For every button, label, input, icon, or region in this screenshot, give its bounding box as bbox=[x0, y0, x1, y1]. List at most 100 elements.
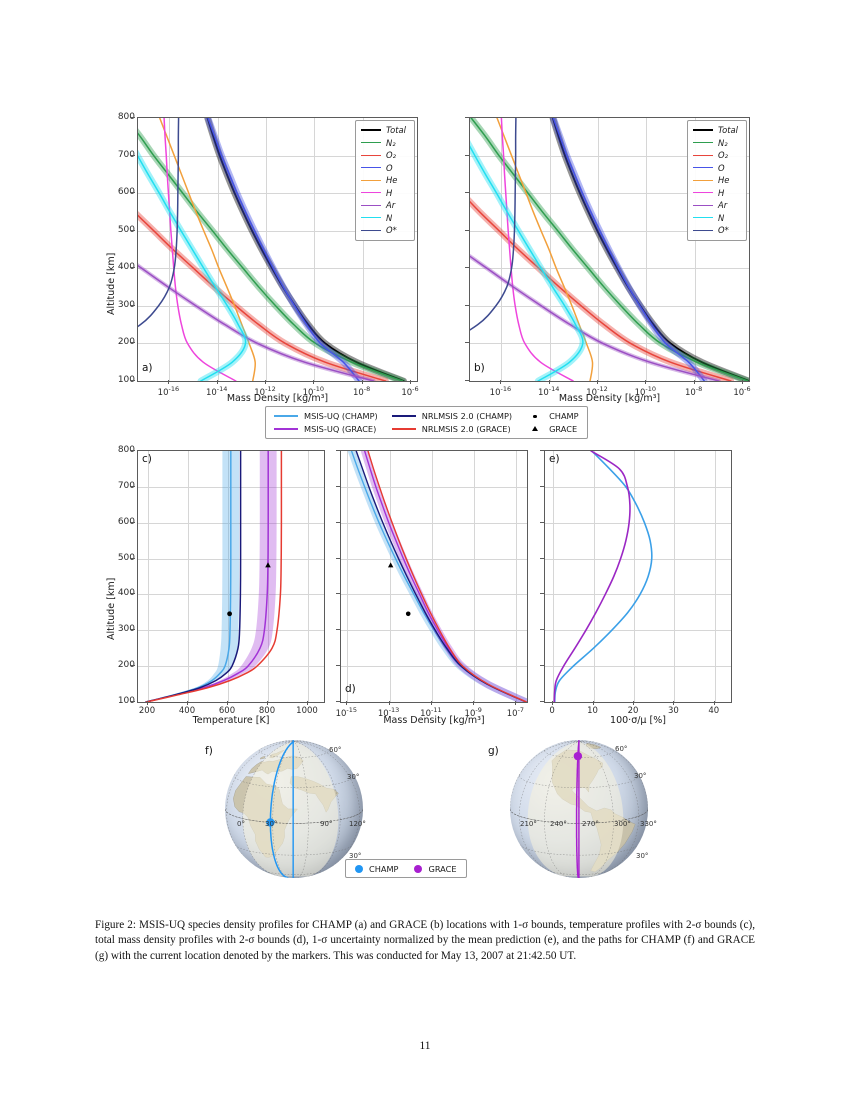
x-tick-label: 800 bbox=[258, 706, 276, 716]
graticule-label: 30° bbox=[347, 773, 360, 781]
x-tick-label: 10-14 bbox=[205, 385, 228, 398]
grid-line-vertical bbox=[228, 451, 229, 702]
x-tick-label: 10-14 bbox=[537, 385, 560, 398]
legend-label: N bbox=[718, 212, 725, 223]
globe-legend-label: CHAMP bbox=[369, 863, 399, 874]
plot-curves bbox=[553, 451, 653, 702]
graticule-label: 210° bbox=[520, 820, 537, 828]
legend-row: O₂ bbox=[693, 149, 741, 162]
x-tick-label: 10-11 bbox=[420, 706, 442, 719]
x-tick-label: 10-9 bbox=[464, 706, 482, 719]
plot-curves bbox=[138, 118, 407, 381]
y-tick-mark bbox=[465, 192, 469, 194]
x-tick-label: 10-10 bbox=[634, 385, 657, 398]
grid-line-horizontal bbox=[138, 155, 417, 157]
y-tick-mark bbox=[540, 521, 544, 523]
x-tick-label: 10-16 bbox=[157, 385, 180, 398]
legend-line-3 bbox=[693, 167, 713, 169]
x-tick-label: 200 bbox=[138, 706, 156, 716]
legend-row: Total bbox=[361, 124, 409, 137]
parallel bbox=[233, 773, 355, 788]
x-tick-label: 0 bbox=[549, 706, 555, 716]
panel-b-species-legend[interactable]: Total N₂ O₂ O He H Ar N O* bbox=[687, 120, 747, 241]
x-tick-mark bbox=[713, 701, 715, 705]
x-tick-mark bbox=[346, 701, 348, 705]
y-tick-label: 300 bbox=[117, 624, 135, 635]
legend-label: MSIS-UQ (GRACE) bbox=[304, 423, 377, 434]
y-tick-label: 300 bbox=[117, 299, 135, 310]
legend-line-5 bbox=[693, 192, 713, 194]
meridian bbox=[578, 740, 601, 744]
legend-row: Total bbox=[693, 124, 741, 137]
satellite-marker bbox=[573, 751, 583, 761]
legend-line bbox=[391, 427, 416, 430]
legend-row: Ar bbox=[693, 199, 741, 212]
y-tick-label: 500 bbox=[117, 224, 135, 235]
x-tick-label: 10-16 bbox=[489, 385, 512, 398]
y-tick-mark bbox=[540, 593, 544, 595]
x-tick-mark bbox=[187, 701, 188, 705]
model-legend-col-1: MSIS-UQ (CHAMP) MSIS-UQ (GRACE) bbox=[274, 410, 378, 435]
y-tick-mark bbox=[131, 304, 135, 306]
legend-label: N bbox=[386, 212, 393, 223]
legend-row: O* bbox=[361, 224, 409, 237]
x-tick-label: 10-15 bbox=[335, 706, 358, 719]
legend-row: Ar bbox=[361, 199, 409, 212]
y-tick-mark bbox=[131, 701, 135, 702]
panel-f: f) 60° 30° 0° 30° 90° 120° 30° bbox=[195, 735, 425, 880]
meridian bbox=[293, 740, 299, 742]
legend-row: H bbox=[693, 187, 741, 200]
panel-g-label: g) bbox=[488, 745, 499, 757]
legend-line-6 bbox=[693, 204, 713, 206]
x-tick-label: 10-6 bbox=[733, 385, 751, 398]
y-tick-mark bbox=[540, 485, 544, 487]
x-tick-label: 10-12 bbox=[254, 385, 276, 398]
x-tick-label: 10-8 bbox=[352, 385, 371, 398]
x-tick-mark bbox=[216, 380, 218, 384]
grid-line-horizontal bbox=[341, 558, 527, 560]
grid-line-horizontal bbox=[470, 268, 749, 270]
y-tick-mark bbox=[540, 450, 544, 451]
globe-surface bbox=[510, 740, 648, 878]
panel-a-species-legend[interactable]: Total N₂ O₂ O He H Ar N O* bbox=[355, 120, 415, 241]
grid-line-horizontal bbox=[138, 343, 417, 345]
legend-label: Ar bbox=[718, 200, 728, 211]
globe-legend-dot bbox=[414, 864, 423, 873]
legend-label: CHAMP bbox=[549, 411, 579, 422]
globe-legend-label: GRACE bbox=[428, 863, 457, 874]
y-tick-mark bbox=[540, 557, 544, 559]
globe-legend[interactable]: CHAMP GRACE bbox=[345, 859, 467, 878]
grid-line-vertical bbox=[431, 451, 433, 702]
legend-row: CHAMP bbox=[526, 410, 579, 423]
x-tick-label: 40 bbox=[708, 706, 720, 716]
model-legend[interactable]: MSIS-UQ (CHAMP) MSIS-UQ (GRACE) NRLMSIS 2.… bbox=[265, 406, 588, 439]
meridian bbox=[578, 741, 614, 878]
panel-f-label: f) bbox=[205, 745, 213, 757]
x-tick-label: 30 bbox=[667, 706, 679, 716]
panel-a-x-axis-title: Mass Density [kg/m³] bbox=[226, 393, 329, 404]
x-tick-mark bbox=[552, 701, 554, 705]
legend-label: NRLMSIS 2.0 (CHAMP) bbox=[421, 411, 513, 422]
legend-label: Ar bbox=[386, 200, 396, 211]
meridian bbox=[282, 740, 295, 742]
grid-line-horizontal bbox=[545, 630, 731, 632]
legend-line-3 bbox=[361, 167, 381, 169]
legend-row: NRLMSIS 2.0 (CHAMP) bbox=[391, 410, 513, 423]
legend-label: Total bbox=[386, 125, 406, 136]
grid-line-vertical bbox=[474, 451, 476, 702]
circle-marker-icon bbox=[533, 414, 537, 418]
panel-c-label: c) bbox=[142, 453, 152, 465]
legend-row: NRLMSIS 2.0 (GRACE) bbox=[391, 423, 512, 436]
graticule-label: 270° bbox=[582, 820, 599, 828]
x-tick-label: 10-12 bbox=[586, 385, 608, 398]
parallel bbox=[518, 773, 640, 788]
grid-line-vertical bbox=[549, 118, 551, 381]
globe-legend-item: CHAMP bbox=[355, 864, 398, 874]
meridian bbox=[557, 740, 580, 744]
y-tick-label: 800 bbox=[117, 445, 135, 455]
satellite-marker bbox=[266, 818, 275, 827]
meridian bbox=[226, 741, 295, 857]
parallel bbox=[262, 870, 326, 875]
grid-line-horizontal bbox=[341, 666, 527, 668]
